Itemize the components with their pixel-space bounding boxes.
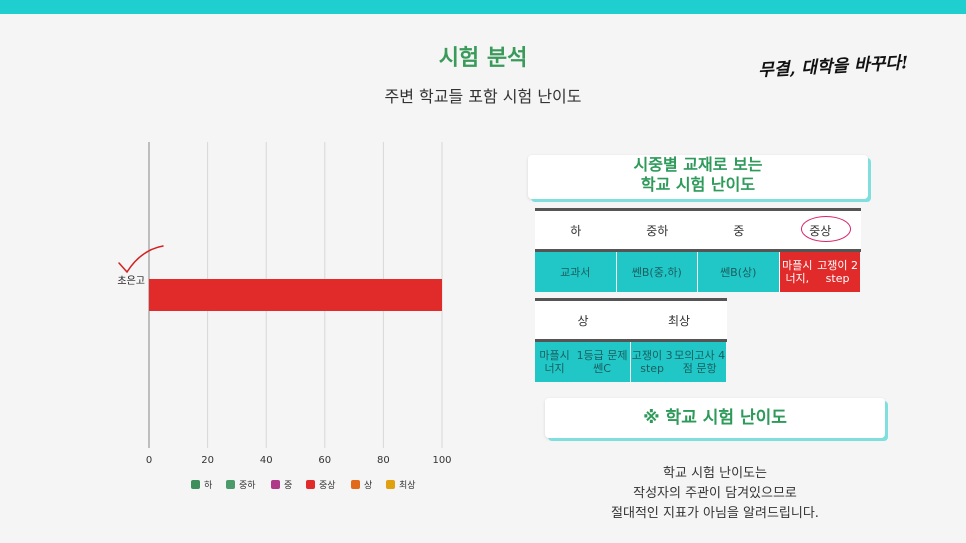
header-cell: 상 (535, 301, 631, 339)
legend-label: 중상 (319, 480, 336, 491)
legend-swatch (306, 480, 315, 489)
card-title-line2: 학교 시험 난이도 (640, 175, 756, 194)
header-cell: 최상 (631, 301, 727, 339)
cell-line: 쎈B (631, 265, 650, 279)
legend-label: 최상 (399, 480, 416, 491)
header-cell: 중 (698, 211, 780, 249)
highlight-circle-icon (801, 215, 852, 242)
card-title-line1: 시중별 교재로 보는 (633, 155, 763, 174)
data-cell: 교과서 (535, 252, 617, 292)
note-line: 절대적인 지표가 아님을 알려드립니다. (611, 506, 819, 521)
legend-label: 상 (364, 480, 372, 491)
legend-swatch (226, 480, 235, 489)
school-difficulty-card: ※ 학교 시험 난이도 (545, 398, 885, 438)
legend-label: 중하 (239, 480, 256, 491)
bar (149, 279, 442, 311)
table-header-row: 상 최상 (535, 301, 727, 339)
table-rule (535, 298, 727, 301)
header-cell: 중하 (616, 211, 698, 249)
difficulty-table-2: 상 최상 마플시너지 1등급 문제 쎈C 고쟁이 3 step 모의고사 4점 문항 (535, 298, 727, 382)
difficulty-table-1: 하 중하 중 중상 교과서 쎈B (중,하) 쎈B (상) 마플시너지, 고쟁이 2 … (535, 208, 861, 292)
x-tick-label: 80 (377, 455, 390, 466)
table-rule (535, 249, 861, 252)
page-title: 시험 분석 (438, 46, 528, 71)
textbook-difficulty-card: 시중별 교재로 보는 학교 시험 난이도 (528, 155, 868, 199)
category-label: 초은고 (117, 275, 145, 287)
cell-line: (상) (737, 265, 757, 279)
legend-swatch (191, 480, 200, 489)
header-cell: 하 (535, 211, 617, 249)
x-tick-label: 100 (432, 455, 451, 466)
x-tick-label: 60 (318, 455, 331, 466)
data-cell: 마플시너지 1등급 문제 쎈C (535, 342, 631, 382)
data-cell: 고쟁이 3 step 모의고사 4점 문항 (631, 342, 727, 382)
cell-line: 쎈B (720, 265, 738, 279)
cell-line: 1등급 문제 쎈C (576, 349, 628, 375)
x-tick-label: 20 (201, 455, 214, 466)
legend-label: 중 (284, 480, 292, 491)
top-accent-bar (0, 0, 966, 14)
cell-line: 교과서 (560, 265, 591, 279)
note-line: 작성자의 주관이 담겨있으므로 (633, 486, 797, 501)
table-data-row: 교과서 쎈B (중,하) 쎈B (상) 마플시너지, 고쟁이 2 step (535, 252, 861, 292)
cell-line: 마플시너지 (539, 349, 570, 375)
legend-swatch (271, 480, 280, 489)
data-cell: 쎈B (상) (698, 252, 780, 292)
table-rule (535, 208, 861, 211)
cell-line: (중,하) (649, 265, 682, 279)
table-data-row: 마플시너지 1등급 문제 쎈C 고쟁이 3 step 모의고사 4점 문항 (535, 342, 727, 382)
data-cell: 쎈B (중,하) (616, 252, 698, 292)
checkmark-icon (118, 245, 164, 274)
cell-line: 고쟁이 2 step (817, 259, 858, 285)
data-cell-highlighted: 마플시너지, 고쟁이 2 step (779, 252, 861, 292)
header-cell-highlighted: 중상 (779, 211, 861, 249)
cell-line: 고쟁이 3 step (631, 349, 673, 375)
page-subtitle: 주변 학교들 포함 시험 난이도 (384, 87, 582, 106)
legend-label: 하 (204, 480, 213, 491)
note-line: 학교 시험 난이도는 (663, 466, 767, 481)
x-tick-label: 0 (146, 455, 152, 466)
legend-swatch (386, 480, 395, 489)
x-tick-label: 40 (260, 455, 273, 466)
table-header-row: 하 중하 중 중상 (535, 211, 861, 249)
cell-line: 모의고사 4점 문항 (674, 349, 726, 375)
cell-line: 마플시너지, (782, 259, 813, 285)
legend-swatch (351, 480, 360, 489)
table-rule (535, 339, 727, 342)
disclaimer-note: 학교 시험 난이도는 작성자의 주관이 담겨있으므로 절대적인 지표가 아님을 … (545, 464, 885, 524)
